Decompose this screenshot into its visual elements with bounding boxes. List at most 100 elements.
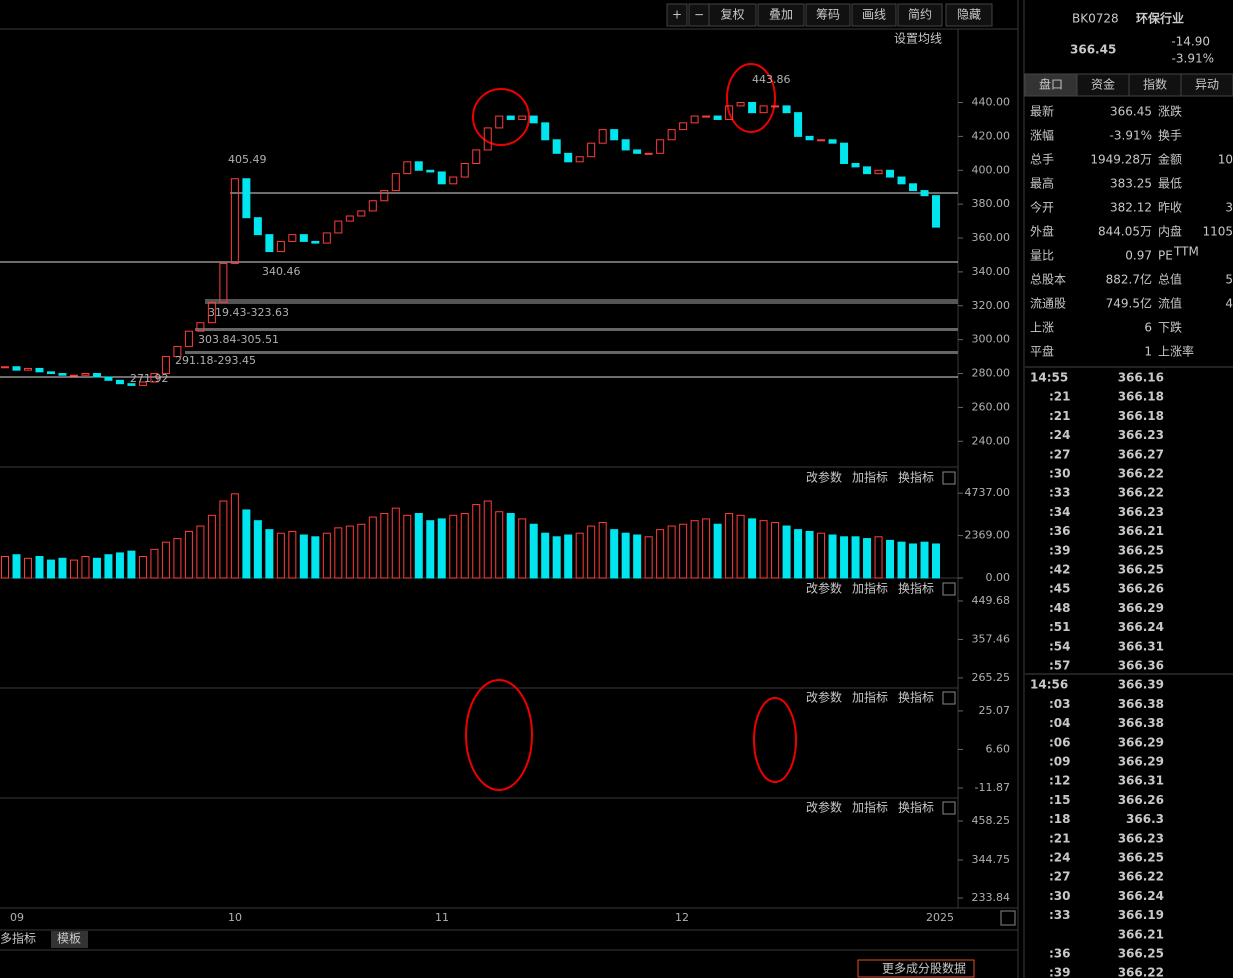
candle <box>92 373 101 378</box>
volume-bar <box>1 556 9 579</box>
ma-settings[interactable]: 设置均线 <box>894 32 942 46</box>
toolbar-label: 筹码 <box>816 8 840 22</box>
toolbar-button[interactable] <box>757 3 805 27</box>
tick-price: 366.23 <box>1118 505 1164 519</box>
tick-price: 366.22 <box>1118 870 1164 884</box>
volume-bar <box>127 550 136 579</box>
volume-bar <box>276 532 285 579</box>
volume-bar <box>690 520 699 579</box>
row-value: 1 <box>1144 345 1152 359</box>
volume-bar <box>219 500 228 579</box>
volume-bar <box>644 536 653 579</box>
volume-bar <box>610 529 619 579</box>
panel-button[interactable]: 换指标 <box>898 470 934 485</box>
panel-close[interactable] <box>942 691 956 705</box>
panel-button[interactable]: 加指标 <box>852 581 888 596</box>
volume-bar <box>345 525 354 579</box>
candle <box>12 366 21 371</box>
row-label: PE <box>1158 249 1173 263</box>
volume-bar <box>518 518 527 579</box>
row-value: -3.91% <box>1110 129 1152 143</box>
candle <box>495 115 504 129</box>
tick-time: :30 <box>1049 467 1071 481</box>
volume-bar <box>334 527 343 579</box>
tick-price: 366.39 <box>1118 678 1164 692</box>
tick-price: 366.24 <box>1118 889 1164 903</box>
toolbar-button[interactable] <box>666 3 688 27</box>
tick-time: :48 <box>1049 601 1071 615</box>
panel-button[interactable]: 换指标 <box>898 581 934 596</box>
volume-bar <box>656 529 665 579</box>
volume-bar <box>299 534 308 579</box>
panel-button[interactable]: 改参数 <box>806 581 842 596</box>
bottom-tab[interactable]: 多指标 <box>0 931 36 946</box>
panel-button[interactable]: 加指标 <box>852 690 888 705</box>
y-tick-label: 0.00 <box>986 571 1011 584</box>
volume-bar <box>81 556 90 579</box>
tick-price: 366.25 <box>1118 543 1164 557</box>
volume-bar <box>104 554 113 579</box>
tick-time: :34 <box>1049 505 1071 519</box>
candle <box>541 122 550 141</box>
volume-bar <box>449 514 458 579</box>
candle <box>299 234 308 242</box>
panel-close[interactable] <box>942 582 956 596</box>
candle <box>828 139 837 144</box>
volume-bar <box>782 525 791 579</box>
volume-bar <box>23 557 32 579</box>
panel-button[interactable]: 换指标 <box>898 800 934 815</box>
toolbar-button[interactable] <box>708 3 757 27</box>
row-label: 上涨 <box>1030 320 1054 335</box>
row-label: 量比 <box>1030 249 1054 263</box>
row-label: 总值 <box>1158 272 1182 287</box>
scroll-button[interactable] <box>1000 910 1016 926</box>
bottom-tab-bg <box>51 931 88 948</box>
candle <box>127 383 136 386</box>
panel-button[interactable]: 加指标 <box>852 800 888 815</box>
y-tick-label: 300.00 <box>972 333 1011 346</box>
panel-button[interactable]: 改参数 <box>806 690 842 705</box>
bottom-tab[interactable]: 模板 <box>57 932 81 946</box>
candle <box>104 376 113 381</box>
volume-bar <box>805 530 814 579</box>
candle <box>115 379 124 385</box>
volume-bar <box>150 548 159 579</box>
panel-close[interactable] <box>942 471 956 485</box>
row-value: 844.05万 <box>1098 225 1152 239</box>
more-button[interactable]: 更多成分股数据 <box>882 961 966 976</box>
toolbar-button[interactable] <box>945 3 993 27</box>
volume-bar <box>863 538 872 579</box>
toolbar-button[interactable] <box>897 3 943 27</box>
volume-bar <box>679 523 688 579</box>
candle <box>690 115 699 124</box>
y-tick-label: 240.00 <box>972 434 1011 447</box>
panel-button[interactable]: 改参数 <box>806 470 842 485</box>
row-label: 涨跌 <box>1158 104 1182 119</box>
candle <box>219 262 228 303</box>
toolbar-button[interactable] <box>805 3 851 27</box>
row-value: 1949.28万 <box>1090 153 1152 167</box>
candle <box>679 122 688 131</box>
tab[interactable] <box>1180 73 1233 97</box>
y-tick-label: 260.00 <box>972 400 1011 413</box>
candle <box>58 373 67 376</box>
panel-close[interactable] <box>942 801 956 815</box>
volume-bar <box>759 520 768 579</box>
volume-bar <box>598 521 607 579</box>
row-value: 749.5亿 <box>1106 296 1152 311</box>
more-button-bg[interactable] <box>857 959 975 978</box>
tick-price: 366.22 <box>1118 467 1164 481</box>
panel-button[interactable]: 改参数 <box>806 800 842 815</box>
tick-price: 366.23 <box>1118 428 1164 442</box>
candle <box>414 161 423 171</box>
panel-button[interactable]: 换指标 <box>898 690 934 705</box>
highlight-circles <box>465 63 797 791</box>
volume-bar <box>702 518 711 579</box>
candle <box>391 173 400 192</box>
panel-button[interactable]: 加指标 <box>852 470 888 485</box>
volume-bar <box>529 523 538 579</box>
toolbar-button[interactable] <box>851 3 897 27</box>
tick-price: 366.29 <box>1118 735 1164 749</box>
row-label: 流值 <box>1158 296 1182 311</box>
y-tick-label: 360.00 <box>972 231 1011 244</box>
